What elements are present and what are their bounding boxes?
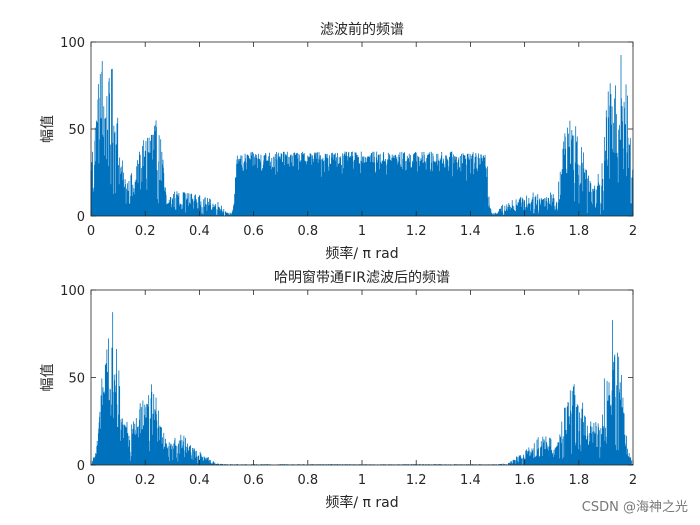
x-tick-label: 1 bbox=[358, 224, 366, 239]
x-tick-label: 1.8 bbox=[568, 473, 589, 488]
x-tick-label: 1.2 bbox=[406, 224, 427, 239]
x-tick-label: 0.4 bbox=[189, 224, 210, 239]
y-tick-label: 100 bbox=[60, 36, 85, 51]
x-tick-label: 1.6 bbox=[514, 224, 535, 239]
chart-title: 哈明窗带通FIR滤波后的频谱 bbox=[274, 269, 450, 286]
x-tick-label: 0.8 bbox=[297, 473, 318, 488]
x-tick-label: 1.4 bbox=[460, 473, 481, 488]
x-tick-label: 0 bbox=[87, 224, 95, 239]
x-tick-label: 1.8 bbox=[568, 224, 589, 239]
x-tick-label: 1.4 bbox=[460, 224, 481, 239]
x-tick-label: 0 bbox=[87, 473, 95, 488]
y-tick-label: 50 bbox=[68, 372, 85, 387]
watermark-text: CSDN @海神之光 bbox=[581, 500, 688, 515]
y-tick-label: 100 bbox=[60, 284, 85, 299]
x-tick-label: 0.4 bbox=[189, 473, 210, 488]
y-tick-label: 0 bbox=[77, 459, 85, 474]
x-tick-label: 2 bbox=[629, 224, 637, 239]
x-tick-label: 0.6 bbox=[243, 224, 264, 239]
chart-panel-1: 0 0.2 0.4 0.6 0.8 1 1.2 1.4 1.6 1.8 2 0 50 100 滤波前的频谱频… bbox=[40, 21, 637, 262]
x-tick-label: 0.8 bbox=[297, 224, 318, 239]
x-tick-label: 1 bbox=[358, 473, 366, 488]
x-tick-label: 2 bbox=[629, 473, 637, 488]
x-axis-label: 频率/ π rad bbox=[325, 245, 398, 262]
x-tick-label: 0.2 bbox=[135, 224, 156, 239]
y-axis-label: 幅值 bbox=[40, 115, 56, 143]
x-tick-label: 1.2 bbox=[406, 473, 427, 488]
x-tick-label: 1.6 bbox=[514, 473, 535, 488]
x-tick-label: 0.2 bbox=[135, 473, 156, 488]
x-tick-label: 0.6 bbox=[243, 473, 264, 488]
chart-title: 滤波前的频谱 bbox=[320, 21, 404, 38]
chart-panel-2: 0 0.2 0.4 0.6 0.8 1 1.2 1.4 1.6 1.8 2 0 50 100 哈明窗带通FI… bbox=[40, 269, 637, 511]
y-axis-label: 幅值 bbox=[40, 364, 56, 392]
y-tick-label: 0 bbox=[77, 210, 85, 225]
y-tick-label: 50 bbox=[68, 123, 85, 138]
plot-area bbox=[91, 290, 633, 465]
x-axis-label: 频率/ π rad bbox=[325, 494, 398, 511]
